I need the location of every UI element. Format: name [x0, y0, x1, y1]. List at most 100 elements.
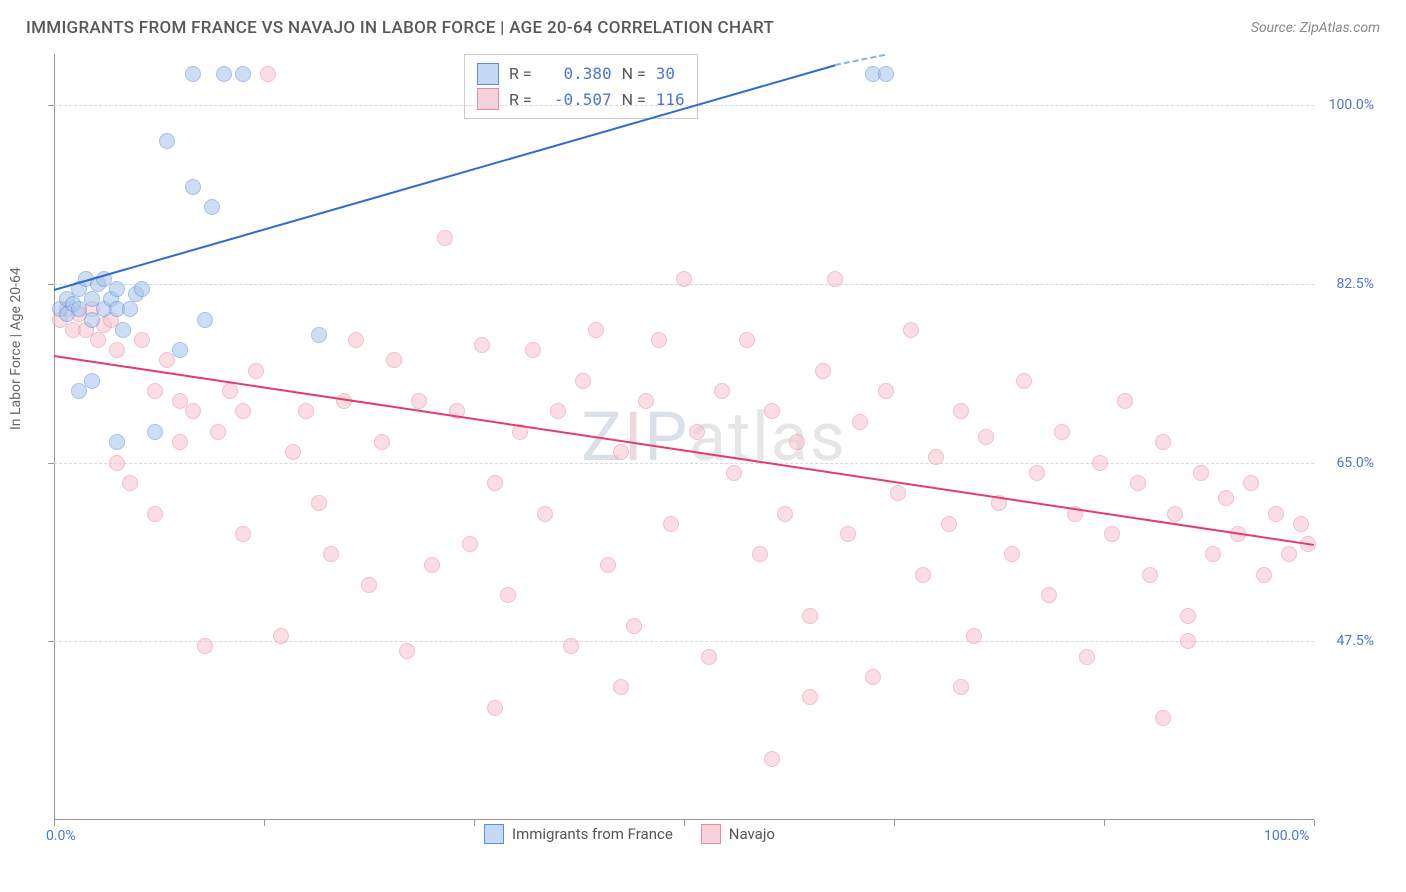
data-point [298, 403, 314, 419]
data-point [537, 506, 553, 522]
trend-line [835, 54, 886, 66]
data-point [726, 465, 742, 481]
series-legend: Immigrants from FranceNavajo [484, 824, 775, 844]
data-point [134, 332, 150, 348]
data-point [1155, 710, 1171, 726]
legend-r-value: 0.380 [542, 61, 612, 87]
y-tick-mark [48, 641, 54, 642]
data-point [953, 679, 969, 695]
data-point [1268, 506, 1284, 522]
x-tick-mark [894, 820, 895, 826]
data-point [1180, 608, 1196, 624]
data-point [525, 342, 541, 358]
legend-n-label: N = [622, 61, 646, 87]
data-point [588, 322, 604, 338]
legend-swatch [484, 824, 504, 844]
data-point [1281, 546, 1297, 562]
data-point [550, 403, 566, 419]
data-point [676, 271, 692, 287]
data-point [1155, 434, 1171, 450]
data-point [197, 312, 213, 328]
data-point [487, 475, 503, 491]
x-tick-mark [474, 820, 475, 826]
data-point [185, 179, 201, 195]
legend-swatch [701, 824, 721, 844]
data-point [311, 495, 327, 511]
data-point [815, 363, 831, 379]
y-axis-line [54, 54, 55, 820]
y-tick-label: 100.0% [1329, 97, 1374, 113]
chart-title: IMMIGRANTS FROM FRANCE VS NAVAJO IN LABO… [26, 18, 774, 38]
data-point [210, 424, 226, 440]
data-point [928, 449, 944, 465]
data-point [1205, 546, 1221, 562]
data-point [285, 444, 301, 460]
y-tick-mark [48, 105, 54, 106]
data-point [1243, 475, 1259, 491]
legend-swatch [477, 88, 499, 110]
legend-n-label: N = [622, 87, 646, 113]
data-point [424, 557, 440, 573]
data-point [978, 429, 994, 445]
legend-n-value: 30 [656, 61, 675, 87]
data-point [437, 230, 453, 246]
watermark: ZIPatlas [581, 397, 847, 477]
data-point [1092, 455, 1108, 471]
data-point [1218, 490, 1234, 506]
data-point [273, 628, 289, 644]
data-point [1142, 567, 1158, 583]
data-point [147, 424, 163, 440]
data-point [752, 546, 768, 562]
data-point [1256, 567, 1272, 583]
data-point [109, 281, 125, 297]
gridline [54, 641, 1314, 642]
data-point [185, 66, 201, 82]
data-point [701, 649, 717, 665]
data-point [626, 618, 642, 634]
y-tick-label: 47.5% [1336, 633, 1374, 649]
legend-label: Immigrants from France [512, 825, 673, 843]
legend-row: R = 0.380 N = 30 [477, 61, 685, 87]
data-point [739, 332, 755, 348]
data-point [235, 403, 251, 419]
data-point [248, 363, 264, 379]
legend-r-label: R = [509, 87, 532, 113]
data-point [115, 322, 131, 338]
legend-swatch [477, 63, 499, 85]
data-point [651, 332, 667, 348]
data-point [204, 199, 220, 215]
trend-line [54, 64, 836, 291]
data-point [474, 337, 490, 353]
data-point [399, 643, 415, 659]
data-point [323, 546, 339, 562]
x-tick-mark [1104, 820, 1105, 826]
data-point [638, 393, 654, 409]
data-point [613, 444, 629, 460]
data-point [1029, 465, 1045, 481]
data-point [411, 393, 427, 409]
gridline [54, 105, 1314, 106]
data-point [147, 383, 163, 399]
data-point [1193, 465, 1209, 481]
data-point [802, 608, 818, 624]
data-point [500, 587, 516, 603]
data-point [865, 669, 881, 685]
data-point [374, 434, 390, 450]
data-point [109, 342, 125, 358]
data-point [122, 475, 138, 491]
data-point [953, 403, 969, 419]
data-point [109, 434, 125, 450]
data-point [563, 638, 579, 654]
scatter-chart: ZIPatlas R = 0.380 N = 30R = -0.507 N = … [54, 54, 1374, 820]
data-point [1167, 506, 1183, 522]
data-point [840, 526, 856, 542]
gridline [54, 463, 1314, 464]
correlation-legend: R = 0.380 N = 30R = -0.507 N = 116 [464, 54, 698, 119]
data-point [764, 751, 780, 767]
legend-item: Immigrants from France [484, 824, 673, 844]
y-tick-mark [48, 284, 54, 285]
data-point [1293, 516, 1309, 532]
data-point [663, 516, 679, 532]
y-tick-mark [48, 463, 54, 464]
data-point [487, 700, 503, 716]
